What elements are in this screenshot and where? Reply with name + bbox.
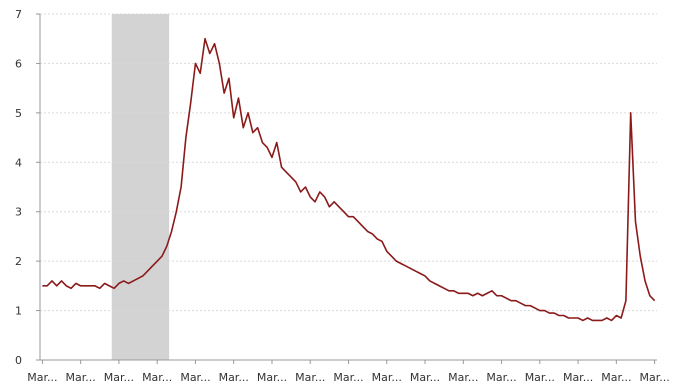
x-tick-label-0: Mar... bbox=[27, 371, 57, 384]
y-tick-label-1: 1 bbox=[15, 305, 22, 318]
x-tick-label-3: Mar... bbox=[142, 371, 172, 384]
x-tick-label-14: Mar... bbox=[563, 371, 593, 384]
series-layer bbox=[42, 37, 656, 322]
x-tick-label-4: Mar... bbox=[180, 371, 210, 384]
gridlines bbox=[40, 13, 657, 312]
y-tick-label-4: 4 bbox=[15, 156, 22, 169]
x-tick-labels: Mar... Mar... Mar... Mar... Mar... Mar... Mar.… bbox=[27, 371, 669, 384]
series-line-0 bbox=[42, 37, 656, 322]
x-tick-label-2: Mar... bbox=[104, 371, 134, 384]
x-tick-label-12: Mar... bbox=[486, 371, 516, 384]
shaded-region-0 bbox=[111, 14, 170, 360]
axes bbox=[36, 13, 657, 364]
y-tick-label-0: 0 bbox=[15, 354, 22, 367]
x-tick-label-15: Mar... bbox=[601, 371, 631, 384]
x-tick-label-13: Mar... bbox=[525, 371, 555, 384]
y-tick-label-2: 2 bbox=[15, 255, 22, 268]
shaded-region-layer bbox=[111, 14, 170, 360]
x-tick-label-9: Mar... bbox=[372, 371, 402, 384]
x-tick-label-6: Mar... bbox=[257, 371, 287, 384]
x-tick-label-7: Mar... bbox=[295, 371, 325, 384]
x-tick-label-16: Mar... bbox=[639, 371, 669, 384]
x-tick-label-1: Mar... bbox=[66, 371, 96, 384]
y-tick-label-6: 6 bbox=[15, 57, 22, 70]
y-tick-label-3: 3 bbox=[15, 206, 22, 219]
x-tick-label-8: Mar... bbox=[333, 371, 363, 384]
y-tick-labels: 0 1 2 3 4 5 6 7 bbox=[15, 8, 22, 367]
y-tick-label-5: 5 bbox=[15, 107, 22, 120]
x-tick-label-11: Mar... bbox=[448, 371, 478, 384]
x-tick-label-10: Mar... bbox=[410, 371, 440, 384]
x-tick-label-5: Mar... bbox=[219, 371, 249, 384]
y-tick-label-7: 7 bbox=[15, 8, 22, 21]
